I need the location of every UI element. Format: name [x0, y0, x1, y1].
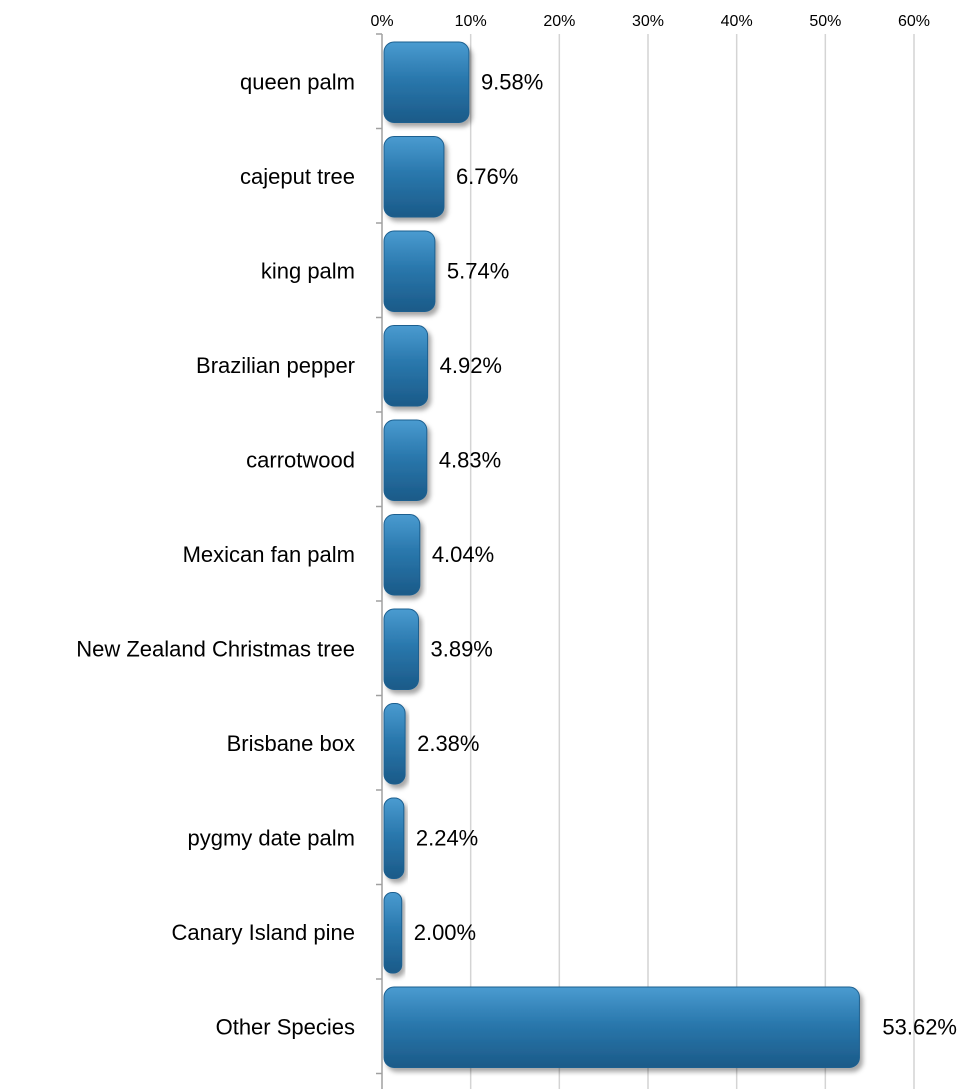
category-label-cajeput-tree: cajeput tree [240, 164, 355, 189]
bar-new-zealand-christmas-tree [383, 608, 419, 690]
value-axis-ticks: 0% 10% 20% 30% 40% 50% 60% [370, 13, 930, 30]
category-label-queen-palm: queen palm [240, 69, 355, 94]
category-labels: queen palm cajeput tree king palm Brazilian… [76, 69, 355, 1039]
category-label-brisbane-box: Brisbane box [227, 731, 355, 756]
data-label-brazilian-pepper: 4.92% [440, 353, 502, 378]
category-label-carrotwood: carrotwood [246, 447, 355, 472]
bar-queen-palm [383, 41, 470, 123]
data-label-king-palm: 5.74% [447, 258, 509, 283]
data-label-other-species: 53.62% [882, 1014, 957, 1039]
category-label-king-palm: king palm [261, 258, 355, 283]
bar-cajeput-tree [383, 136, 445, 218]
data-label-mexican-fan-palm: 4.04% [432, 542, 494, 567]
data-label-canary-island-pine: 2.00% [414, 920, 476, 945]
category-label-pygmy-date-palm: pygmy date palm [187, 825, 355, 850]
bars [383, 41, 860, 1068]
category-label-canary-island-pine: Canary Island pine [172, 920, 355, 945]
tick-label-60: 60% [898, 13, 930, 30]
category-label-new-zealand-christmas-tree: New Zealand Christmas tree [76, 636, 355, 661]
bar-mexican-fan-palm [383, 514, 421, 596]
bar-carrotwood [383, 419, 428, 501]
data-label-new-zealand-christmas-tree: 3.89% [430, 636, 492, 661]
tick-label-50: 50% [809, 13, 841, 30]
gridlines [469, 34, 915, 1089]
category-axis [376, 33, 383, 1089]
data-label-queen-palm: 9.58% [481, 69, 543, 94]
category-label-other-species: Other Species [216, 1014, 355, 1039]
tick-label-20: 20% [543, 13, 575, 30]
data-label-cajeput-tree: 6.76% [456, 164, 518, 189]
bar-brazilian-pepper [383, 325, 429, 407]
category-label-mexican-fan-palm: Mexican fan palm [183, 542, 355, 567]
bar-king-palm [383, 230, 436, 312]
data-labels: 9.58% 6.76% 5.74% 4.92% 4.83% 4.04% 3.89% 2.38%… [414, 69, 957, 1039]
bar-canary-island-pine [383, 892, 403, 974]
category-label-brazilian-pepper: Brazilian pepper [196, 353, 355, 378]
data-label-brisbane-box: 2.38% [417, 731, 479, 756]
tick-label-30: 30% [632, 13, 664, 30]
tick-label-40: 40% [721, 13, 753, 30]
bar-other-species [383, 986, 860, 1068]
data-label-carrotwood: 4.83% [439, 447, 501, 472]
bar-brisbane-box [383, 703, 406, 785]
tick-label-0: 0% [370, 13, 393, 30]
data-label-pygmy-date-palm: 2.24% [416, 825, 478, 850]
bar-pygmy-date-palm [383, 797, 405, 879]
tick-label-10: 10% [455, 13, 487, 30]
